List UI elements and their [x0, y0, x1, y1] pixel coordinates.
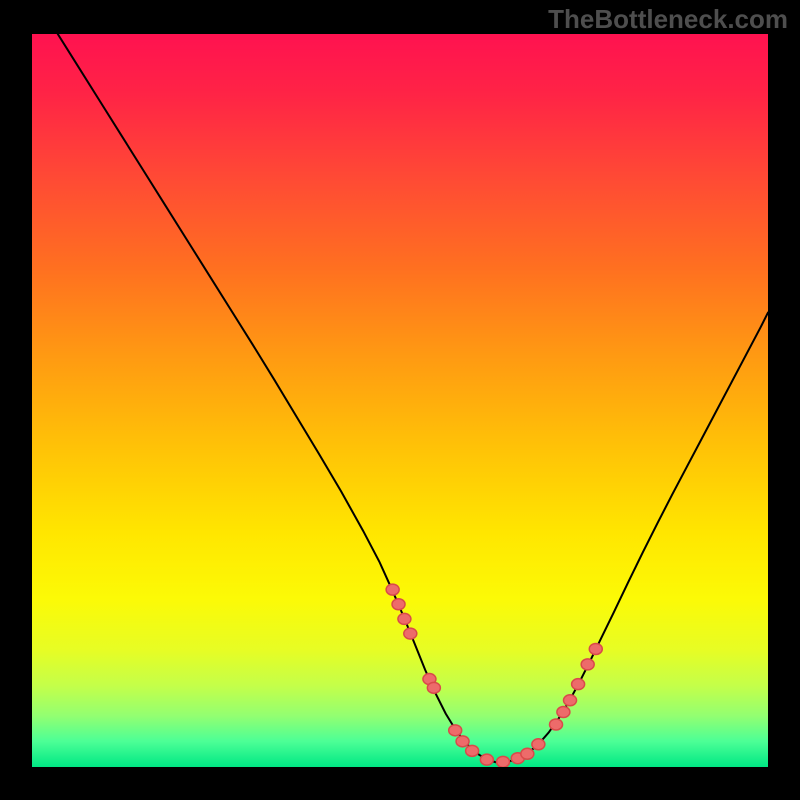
marker-dot	[589, 643, 602, 654]
marker-dot	[557, 707, 570, 718]
plot-background	[32, 34, 768, 767]
plot-svg	[32, 34, 768, 767]
watermark-text: TheBottleneck.com	[548, 4, 788, 35]
marker-dot	[550, 719, 563, 730]
marker-dot	[521, 748, 534, 759]
marker-dot	[581, 659, 594, 670]
marker-dot	[427, 682, 440, 693]
marker-dot	[404, 628, 417, 639]
marker-dot	[456, 736, 469, 747]
marker-dot	[564, 695, 577, 706]
plot-area	[32, 34, 768, 767]
marker-dot	[398, 613, 411, 624]
marker-dot	[480, 754, 493, 765]
marker-dot	[572, 679, 585, 690]
chart-container: TheBottleneck.com	[0, 0, 800, 800]
marker-dot	[532, 739, 545, 750]
marker-dot	[497, 756, 510, 767]
marker-dot	[466, 745, 479, 756]
marker-dot	[449, 725, 462, 736]
marker-dot	[392, 599, 405, 610]
marker-dot	[386, 584, 399, 595]
